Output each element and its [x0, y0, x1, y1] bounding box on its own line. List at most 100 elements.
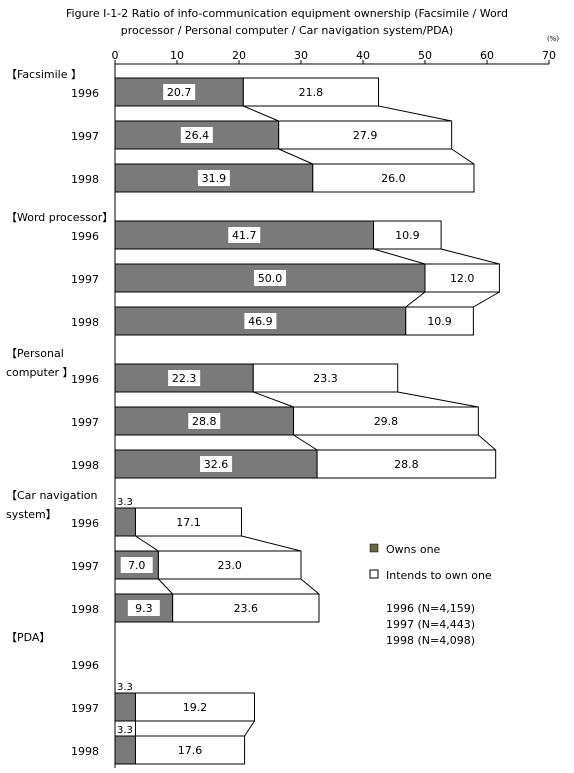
- legend-swatch-intends: [369, 569, 379, 579]
- year-label: 1998: [71, 745, 99, 758]
- owns-value-label: 41.7: [232, 229, 257, 242]
- connector-line: [451, 148, 475, 165]
- year-label: 1996: [71, 87, 99, 100]
- x-tick-label: 20: [232, 49, 246, 62]
- owns-value-label: 50.0: [258, 272, 283, 285]
- group-2: 【Personal computer 】1996 22.3 23.3 1997 28.8 2…: [6, 347, 497, 479]
- group-label: computer 】: [6, 366, 74, 379]
- owns-bar: [114, 692, 136, 722]
- year-label: 1996: [71, 230, 99, 243]
- connector-line: [158, 578, 174, 595]
- year-label: 1997: [71, 273, 99, 286]
- group-label: 【Car navigation: [6, 489, 98, 502]
- x-tick-label: 50: [418, 49, 432, 62]
- year-label: 1998: [71, 173, 99, 186]
- connector-line: [241, 535, 302, 552]
- connector-line: [405, 291, 426, 308]
- owns-value-bg: [180, 127, 213, 143]
- chart-title-line-1: Figure I-1-2 Ratio of info-communication…: [66, 7, 508, 20]
- sample-size-note: 1996 (N=4,159): [386, 602, 475, 615]
- intends-bar: [278, 120, 453, 150]
- year-label: 1998: [71, 316, 99, 329]
- connector-line: [244, 720, 255, 737]
- legend-label-intends: Intends to own one: [386, 569, 492, 582]
- owns-value-bg: [228, 227, 261, 243]
- year-label: 1996: [71, 659, 99, 672]
- owns-value-label: 9.3: [135, 602, 153, 615]
- intends-value-label: 26.0: [381, 172, 406, 185]
- sample-size-note: 1997 (N=4,443): [386, 618, 475, 631]
- group-label: 【PDA】: [6, 631, 50, 644]
- x-tick-label: 60: [480, 49, 494, 62]
- connector-line: [293, 434, 318, 451]
- owns-value-label: 22.3: [172, 372, 197, 385]
- connector-line: [300, 578, 320, 595]
- group-3: 【Car navigation system】 1996 3.3 17.1 1997 7.0…: [6, 489, 320, 623]
- intends-bar: [373, 220, 442, 250]
- group-label: 【Personal: [6, 347, 64, 360]
- owns-value-label: 32.6: [204, 458, 229, 471]
- owns-value-label: 3.3: [117, 497, 133, 508]
- connector-line: [378, 105, 452, 122]
- intends-bar: [316, 449, 497, 479]
- owns-value-label: 3.3: [117, 682, 133, 693]
- intends-value-label: 23.6: [234, 602, 259, 615]
- connector-line: [477, 434, 497, 451]
- owns-value-bg: [127, 600, 160, 616]
- owns-value-bg: [254, 270, 286, 286]
- owns-bar: [114, 163, 314, 193]
- connector-line: [397, 391, 479, 408]
- owns-value-bg: [197, 170, 230, 186]
- group-label: 【Facsimile 】: [6, 68, 82, 81]
- x-tick-label: 0: [112, 49, 119, 62]
- x-tick-label: 70: [542, 49, 556, 62]
- year-label: 1996: [71, 517, 99, 530]
- intends-bar: [312, 163, 475, 193]
- intends-value-label: 27.9: [353, 129, 378, 142]
- owns-value-bg: [168, 370, 201, 386]
- connector-line: [373, 248, 426, 265]
- intends-value-label: 17.6: [178, 744, 203, 757]
- connector-line: [135, 535, 159, 552]
- intends-bar: [242, 77, 379, 107]
- sample-size-notes: 1996 (N=4,159) 1997 (N=4,443) 1998 (N=4,09…: [386, 602, 475, 647]
- connector-line: [253, 391, 294, 408]
- intends-bar: [252, 363, 399, 393]
- legend-label-owns: Owns one: [386, 543, 441, 556]
- year-label: 1997: [71, 702, 99, 715]
- connector-line: [243, 105, 279, 122]
- owns-bar: [114, 735, 136, 765]
- year-label: 1997: [71, 416, 99, 429]
- intends-bar: [157, 550, 302, 580]
- intends-value-label: 10.9: [395, 229, 420, 242]
- chart-title-line-2: processor / Personal computer / Car navi…: [121, 24, 453, 37]
- intends-value-label: 19.2: [183, 701, 208, 714]
- owns-value-label: 31.9: [202, 172, 227, 185]
- x-tick-label: 40: [356, 49, 370, 62]
- owns-bar: [114, 507, 136, 537]
- intends-value-label: 21.8: [299, 86, 324, 99]
- owns-value-label: 46.9: [248, 315, 273, 328]
- group-1: 【Word processor】 1996 41.7 10.9 1997 50.0 12.0…: [6, 211, 500, 336]
- year-label: 1997: [71, 130, 99, 143]
- x-tick-label: 10: [170, 49, 184, 62]
- owns-value-label: 7.0: [128, 559, 146, 572]
- connector-line: [473, 291, 500, 308]
- legend-swatch-owns: [369, 543, 379, 553]
- bars-layer: 【Facsimile 】 1996 20.7 21.8 1997 26.4 27.9 1998…: [6, 68, 500, 765]
- owns-value-label: 28.8: [192, 415, 217, 428]
- group-0: 【Facsimile 】 1996 20.7 21.8 1997 26.4 27.9 1998…: [6, 68, 475, 193]
- intends-bar: [172, 593, 320, 623]
- intends-value-label: 23.0: [217, 559, 242, 572]
- intends-value-label: 28.8: [394, 458, 419, 471]
- owns-value-label: 26.4: [185, 129, 210, 142]
- intends-bar: [424, 263, 500, 293]
- intends-bar: [293, 406, 479, 436]
- connector-line: [278, 148, 313, 165]
- intends-value-label: 17.1: [176, 516, 201, 529]
- group-label: system】: [6, 508, 57, 521]
- intends-bar: [134, 692, 256, 722]
- intends-value-label: 23.3: [313, 372, 338, 385]
- owns-value-label: 3.3: [117, 725, 133, 736]
